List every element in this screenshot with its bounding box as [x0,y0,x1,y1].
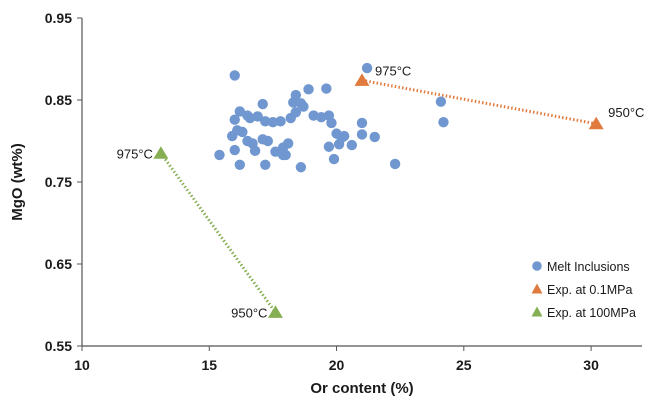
melt-inclusion-point [282,138,294,149]
legend-marker-exp-100mpa [531,306,543,317]
melt-inclusion-point [214,149,225,161]
melt-inclusion-point [303,84,314,95]
melt-inclusion-point [229,70,240,81]
melt-inclusion-point [290,89,302,101]
melt-inclusion-point [260,116,271,127]
x-axis-ticks: 10 15 20 25 30 [74,346,599,373]
series-line-1 [361,78,597,126]
melt-inclusion-point [356,129,368,140]
x-tick-label: 20 [329,357,345,373]
y-tick-label: 0.55 [45,338,72,354]
melt-inclusion-point [257,98,268,110]
melt-inclusion-point [249,145,261,157]
melt-inclusion-point [321,83,332,94]
melt-inclusion-point [361,62,373,74]
melt-inclusion-point [260,159,271,170]
temperature-annotation: 950°C [231,305,267,320]
y-tick-label: 0.85 [45,92,72,108]
y-tick-label: 0.65 [45,256,72,272]
melt-inclusion-point [333,139,345,150]
melt-inclusion-point [346,139,358,151]
melt-inclusion-point [338,130,350,142]
melt-inclusion-point [280,149,291,161]
x-tick-label: 10 [74,357,90,373]
x-axis-title: Or content (%) [310,380,413,397]
experiment-point-series-1 [588,116,604,130]
melt-inclusion-point [356,117,368,129]
legend: Melt Inclusions Exp. at 0.1MPa Exp. at 1… [531,260,636,320]
melt-inclusion-point [326,117,337,129]
legend-marker-melt-inclusions [532,261,542,271]
melt-inclusion-point [323,141,335,152]
melt-inclusion-point [229,114,240,125]
melt-inclusion-point [290,107,302,118]
melt-inclusion-point [229,144,240,156]
y-tick-label: 0.75 [45,174,72,190]
y-axis-ticks: 0.55 0.65 0.75 0.85 0.95 [45,10,82,354]
experiment-point-series-2 [153,146,169,159]
x-tick-label: 15 [201,357,217,373]
melt-inclusion-point [237,126,248,138]
melt-inclusion-point [262,135,274,147]
melt-inclusion-point [369,131,380,143]
melt-inclusion-point [252,111,263,122]
temperature-annotation: 975°C [375,63,411,78]
melt-inclusion-point [295,162,307,173]
temperature-annotation: 950°C [608,105,644,120]
series-line-2 [159,152,277,314]
series-lines [159,78,597,314]
x-tick-label: 30 [583,357,599,373]
melt-inclusion-point [234,106,246,117]
y-axis-title: MgO (wt%) [9,143,26,220]
melt-inclusion-point [389,158,401,170]
x-tick-label: 25 [456,357,472,373]
annotations: 975°C 950°C 975°C 950°C [117,63,645,320]
melt-inclusion-point [234,159,246,170]
experiment-point-series-1 [354,73,370,86]
y-tick-label: 0.95 [45,10,72,26]
temperature-annotation: 975°C [117,146,153,161]
melt-inclusion-point [275,116,286,127]
legend-label-exp-100mpa: Exp. at 100MPa [547,306,636,320]
legend-label-melt-inclusions: Melt Inclusions [547,260,630,274]
legend-marker-exp-01mpa [531,283,543,294]
experiment-point-series-2 [267,305,283,318]
melt-inclusion-point [298,101,309,112]
melt-inclusion-point [438,116,449,128]
melt-inclusion-point [435,96,447,107]
melt-inclusion-point [267,116,279,128]
melt-inclusion-point [328,153,340,165]
data-points [153,62,604,318]
legend-label-exp-01mpa: Exp. at 0.1MPa [547,283,633,297]
